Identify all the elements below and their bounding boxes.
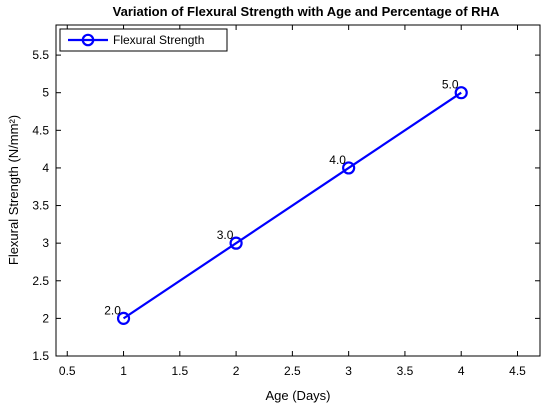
- x-tick-label: 3.5: [397, 364, 414, 378]
- y-axis-ticks: 1.5 2 2.5 3 3.5 4 4.5 5 5.5: [32, 48, 540, 363]
- y-tick-label: 3.5: [32, 199, 49, 213]
- x-tick-label: 2: [233, 364, 240, 378]
- legend-marker-swatch: [81, 33, 95, 47]
- data-point: [342, 161, 356, 175]
- y-tick-label: 2: [42, 311, 49, 325]
- legend-label: Flexural Strength: [113, 33, 204, 47]
- x-axis-ticks: 0.5 1 1.5 2 2.5 3 3.5 4 4.5: [59, 25, 526, 378]
- plot-area: [55, 24, 541, 357]
- y-tick-label: 3: [42, 236, 49, 250]
- x-tick-label: 3: [345, 364, 352, 378]
- x-tick-label: 4: [458, 364, 465, 378]
- data-label: 2.0: [104, 303, 121, 317]
- legend: Flexural Strength: [59, 28, 228, 52]
- x-tick-label: 4.5: [509, 364, 526, 378]
- chart-title: Variation of Flexural Strength with Age …: [113, 4, 500, 19]
- y-tick-label: 1.5: [32, 349, 49, 363]
- x-axis-label: Age (Days): [265, 388, 330, 403]
- y-tick-label: 2.5: [32, 274, 49, 288]
- y-tick-label: 4.5: [32, 123, 49, 137]
- y-tick-label: 5.5: [32, 48, 49, 62]
- series-layer: 2.0 3.0 4.0 5.0: [104, 78, 468, 325]
- y-axis-label: Flexural Strength (N/mm²): [6, 115, 21, 265]
- data-point: [116, 311, 131, 325]
- data-label: 4.0: [329, 153, 346, 167]
- y-tick-label: 5: [42, 86, 49, 100]
- legend-box: [59, 28, 228, 52]
- data-label: 5.0: [442, 78, 459, 92]
- series-line: [122, 91, 462, 320]
- x-tick-label: 1: [120, 364, 127, 378]
- data-point: [229, 236, 243, 250]
- y-tick-label: 4: [42, 161, 49, 175]
- data-point: [454, 86, 468, 100]
- x-tick-label: 2.5: [284, 364, 301, 378]
- data-label: 3.0: [217, 228, 234, 242]
- x-tick-label: 1.5: [171, 364, 188, 378]
- x-tick-label: 0.5: [59, 364, 76, 378]
